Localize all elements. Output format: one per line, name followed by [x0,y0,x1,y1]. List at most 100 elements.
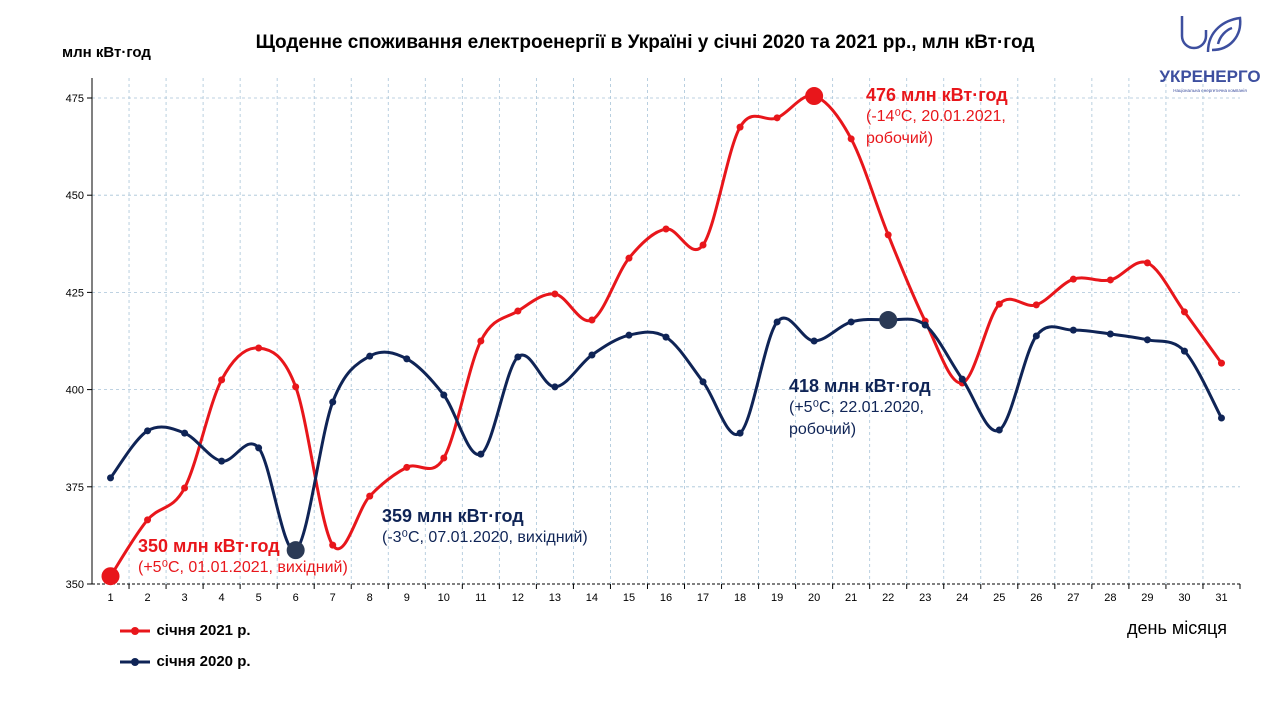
x-axis-label: день місяця [1127,618,1228,638]
data-point [699,241,707,249]
x-tick-label: 28 [1104,592,1116,604]
annotation-min-2021: 350 млн кВт·год (+5⁰С, 01.01.2021, вихід… [138,536,348,579]
data-point [144,427,152,435]
annotation-detail: (+5⁰С, 01.01.2021, вихідний) [138,559,348,576]
y-axis-label: млн кВт·год [62,44,151,61]
data-point [514,353,522,361]
data-point [1106,330,1114,338]
data-point [1143,336,1151,344]
data-point [366,492,374,500]
data-point [255,344,263,352]
annotation-max-2020: 418 млн кВт·год (+5⁰С, 22.01.2020, робоч… [789,376,931,441]
x-tick-label: 31 [1215,592,1227,604]
data-point [440,454,448,462]
data-point [1069,326,1077,334]
data-point [1032,301,1040,309]
x-tick-label: 16 [660,592,672,604]
legend-label: січня 2021 р. [156,622,251,639]
data-point [1180,347,1188,355]
data-point [181,484,189,492]
annotation-detail: робочий) [866,130,934,147]
x-tick-label: 6 [293,592,299,604]
x-tick-label: 8 [367,592,373,604]
x-tick-label: 19 [771,592,783,604]
annotation-min-2020: 359 млн кВт·год (-3⁰С, 07.01.2020, вихід… [382,506,588,549]
x-tick-label: 21 [845,592,857,604]
data-point [403,355,411,363]
x-tick-label: 11 [475,592,486,604]
data-point [736,123,744,131]
data-point [662,225,670,233]
x-tick-label: 18 [734,592,746,604]
data-point [699,378,707,386]
x-tick-label: 22 [882,592,894,604]
data-point [847,135,855,143]
x-tick-label: 13 [549,592,561,604]
annotation-value: 359 млн кВт·год [382,506,524,526]
data-point [218,376,226,384]
data-point [514,307,522,315]
x-tick-label: 23 [919,592,931,604]
data-point [958,375,966,383]
x-tick-label: 29 [1141,592,1153,604]
legend-marker-navy-icon [120,657,150,666]
data-point [144,516,152,524]
highlight-point [879,311,898,330]
x-tick-label: 5 [256,592,262,604]
y-tick-label: 350 [66,579,84,591]
data-point [921,321,929,329]
data-point [403,463,411,471]
data-point [255,444,263,452]
annotation-detail: (-14⁰С, 20.01.2021, [866,108,1006,125]
data-point [477,450,485,458]
y-tick-label: 450 [66,190,84,202]
data-point [773,318,781,326]
x-tick-label: 3 [182,592,188,604]
x-tick-label: 17 [697,592,709,604]
data-point [107,474,115,482]
x-tick-label: 14 [586,592,598,604]
ukrenergo-logo: УКРЕНЕРГО Національна енергетична компан… [1150,10,1270,100]
x-tick-label: 4 [219,592,225,604]
data-point [995,300,1003,308]
data-point [292,383,300,391]
legend-label: січня 2020 р. [156,653,251,670]
data-point [736,429,744,437]
data-point [773,114,781,122]
x-tick-label: 26 [1030,592,1042,604]
data-point [440,391,448,399]
data-point [477,337,485,345]
data-point [1032,332,1040,340]
y-tick-label: 425 [66,287,84,299]
data-point [218,457,226,465]
x-tick-label: 12 [512,592,524,604]
x-tick-label: 25 [993,592,1005,604]
data-point [588,351,596,359]
legend-item-2020: січня 2020 р. [118,653,251,671]
highlight-point [286,541,305,560]
x-tick-label: 24 [956,592,968,604]
annotation-value: 476 млн кВт·год [866,85,1008,105]
x-tick-label: 7 [330,592,336,604]
data-point [1217,414,1225,422]
data-point [588,316,596,324]
data-point [995,426,1003,434]
data-point [810,337,818,345]
y-tick-label: 375 [66,482,84,494]
data-point [366,352,374,360]
data-point [625,254,633,262]
data-point [1106,276,1114,284]
annotation-value: 350 млн кВт·год [138,536,280,556]
data-point [551,290,559,298]
x-tick-label: 20 [808,592,820,604]
data-point [1143,259,1151,267]
data-point [884,231,892,239]
data-point [181,429,189,437]
y-tick-label: 400 [66,385,84,397]
legend-marker-red-icon [120,626,150,635]
x-tick-label: 9 [404,592,410,604]
annotation-detail: (-3⁰С, 07.01.2020, вихідний) [382,529,588,546]
legend-item-2021: січня 2021 р. [118,622,251,640]
data-point [329,541,337,549]
